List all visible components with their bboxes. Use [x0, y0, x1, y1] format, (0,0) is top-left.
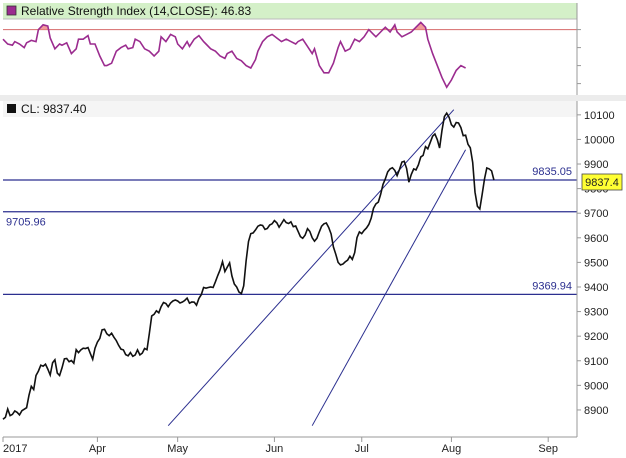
y-tick-label: 9700 — [584, 208, 608, 220]
y-tick-label: 9000 — [584, 380, 608, 392]
rsi-overbought-fills — [38, 22, 426, 30]
hline-label-1: 9705.96 — [6, 217, 46, 229]
price-line — [2, 111, 495, 420]
x-tick-label: Aug — [442, 443, 462, 455]
horizontal-levels: 9835.05 9705.96 9369.94 — [3, 166, 577, 295]
x-tick-label: May — [167, 443, 188, 455]
panel-separator — [0, 95, 626, 101]
y-tick-label: 9400 — [584, 282, 608, 294]
black-square-icon — [7, 104, 16, 113]
y-tick-label: 10100 — [584, 110, 615, 122]
hline-label-0: 9835.05 — [532, 166, 572, 178]
y-tick-label: 9600 — [584, 233, 608, 245]
purple-square-icon — [6, 5, 17, 16]
y-tick-label: 9900 — [584, 159, 608, 171]
x-tick-label: Sep — [538, 443, 558, 455]
last-price-marker: 9837.4 — [581, 173, 623, 191]
y-tick-label: 9200 — [584, 331, 608, 343]
last-price-label: 9837.4 — [585, 177, 619, 189]
y-axis-ticks: 8900900091009200930094009500960097009800… — [577, 110, 615, 417]
channel-line-0 — [167, 109, 455, 427]
last-price-box — [581, 173, 623, 191]
y-tick-label: 9500 — [584, 257, 608, 269]
x-axis-ticks: 2017 Apr May Jun Jul Aug Sep — [2, 437, 558, 455]
y-tick-label: 10000 — [584, 134, 615, 146]
price-header-bar — [3, 101, 577, 117]
x-tick-label: Apr — [89, 443, 106, 455]
x-tick-label: Jun — [266, 443, 284, 455]
trend-channel — [167, 109, 467, 427]
y-tick-label: 8900 — [584, 405, 608, 417]
price-panel-title: CL: 9837.40 — [21, 102, 87, 116]
y-tick-label: 9300 — [584, 307, 608, 319]
channel-line-1 — [311, 149, 467, 426]
price-panel: CL: 9837.40 9835.05 9705.96 9369.94 8900 90… — [2, 101, 623, 455]
x-tick-label: 2017 — [3, 443, 27, 455]
rsi-header-bar — [3, 3, 577, 19]
rsi-axis-ticks — [577, 29, 581, 85]
rsi-line — [2, 21, 466, 89]
x-tick-label: Jul — [355, 443, 369, 455]
rsi-panel-title: Relative Strength Index (14,CLOSE): 46.8… — [21, 4, 251, 18]
rsi-panel: Relative Strength Index (14,CLOSE): 46.8… — [2, 3, 581, 95]
hline-label-2: 9369.94 — [532, 280, 572, 292]
y-tick-label: 9100 — [584, 356, 608, 368]
